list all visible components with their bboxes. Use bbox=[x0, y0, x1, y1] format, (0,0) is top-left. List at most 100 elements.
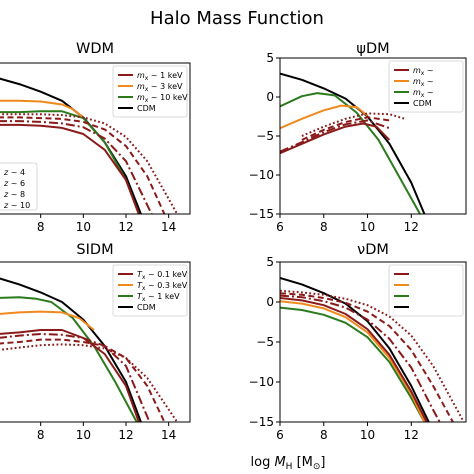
redshift-label-2: z ~ 8 bbox=[3, 190, 25, 199]
x-tick-label-wdm-1: 10 bbox=[76, 220, 91, 234]
x-tick-label-wdm-2: 12 bbox=[118, 220, 133, 234]
y-tick-label-psidm-0: 5 bbox=[266, 51, 274, 65]
x-axis-label-unit-sub: ⊙ bbox=[313, 462, 321, 472]
legend-label-wdm-1: mx ~ 3 keV bbox=[137, 82, 183, 93]
legend-box-nudm bbox=[388, 264, 464, 317]
series-group-wdm bbox=[0, 77, 179, 214]
x-tick-label-sidm-3: 14 bbox=[161, 428, 176, 442]
panel-frame-sidm bbox=[0, 261, 191, 423]
x-tick-label-wdm-0: 8 bbox=[37, 220, 45, 234]
redshift-legend-box bbox=[0, 162, 38, 211]
x-tick-label-sidm-2: 12 bbox=[118, 428, 133, 442]
series-line-sidm-6 bbox=[0, 343, 179, 422]
x-tick-label-sidm-1: 10 bbox=[76, 428, 91, 442]
series-line-sidm-3 bbox=[0, 329, 140, 422]
y-tick-label-nudm-1: 0 bbox=[266, 295, 274, 309]
series-line-nudm-2 bbox=[280, 300, 426, 422]
series-line-sidm-2 bbox=[0, 310, 95, 331]
y-tick-label-psidm-4: −15 bbox=[249, 207, 274, 221]
legend-label-sidm-2: Tx ~ 1 keV bbox=[137, 292, 180, 303]
series-line-sidm-1 bbox=[0, 296, 138, 422]
series-line-wdm-4 bbox=[0, 120, 153, 214]
redshift-label-3: z ~ 10 bbox=[3, 201, 30, 210]
legend-label-psidm-2: mx ~ bbox=[413, 88, 434, 99]
series-line-sidm-4 bbox=[0, 333, 151, 422]
series-line-psidm-2 bbox=[280, 104, 369, 130]
x-tick-label-psidm-2: 10 bbox=[360, 220, 375, 234]
panel-nudm: νDM 6 8 10 12 5 0 −5 −10 −15 bbox=[249, 242, 467, 442]
panel-title-psidm: ψDM bbox=[356, 41, 389, 57]
y-tick-label-nudm-0: 5 bbox=[266, 255, 274, 269]
x-tick-label-wdm-3: 14 bbox=[161, 220, 176, 234]
legend-label-wdm-2: mx ~ 10 keV bbox=[137, 93, 188, 104]
x-axis-label-log: log bbox=[251, 455, 275, 470]
y-tick-label-psidm-3: −10 bbox=[249, 168, 274, 182]
series-line-nudm-3 bbox=[280, 297, 428, 422]
legend-label-sidm-3: CDM bbox=[137, 303, 156, 312]
series-line-psidm-1 bbox=[280, 92, 421, 214]
series-line-nudm-0 bbox=[280, 277, 430, 422]
y-tick-label-nudm-3: −10 bbox=[249, 375, 274, 389]
x-tick-label-psidm-3: 12 bbox=[404, 220, 419, 234]
series-line-wdm-2 bbox=[0, 99, 84, 119]
series-line-nudm-6 bbox=[280, 289, 465, 422]
series-line-wdm-5 bbox=[0, 116, 166, 214]
series-line-sidm-5 bbox=[0, 338, 166, 422]
legend-label-wdm-3: CDM bbox=[137, 104, 156, 113]
y-tick-label-psidm-2: −5 bbox=[256, 129, 274, 143]
x-tick-label-nudm-2: 10 bbox=[360, 428, 375, 442]
series-line-nudm-4 bbox=[280, 294, 441, 422]
x-tick-label-psidm-0: 6 bbox=[276, 220, 284, 234]
series-line-sidm-0 bbox=[0, 277, 142, 422]
legend-label-psidm-3: CDM bbox=[413, 99, 432, 108]
redshift-label-1: z ~ 6 bbox=[3, 179, 25, 188]
x-tick-label-nudm-1: 8 bbox=[320, 428, 328, 442]
series-line-psidm-4 bbox=[280, 119, 390, 153]
legend-label-psidm-1: mx ~ bbox=[413, 77, 434, 88]
redshift-legend-wdm: z ~ 4 z ~ 6 z ~ 8 z ~ 10 bbox=[0, 162, 38, 211]
x-tick-label-nudm-0: 6 bbox=[276, 428, 284, 442]
y-tick-label-psidm-1: 0 bbox=[266, 90, 274, 104]
panel-frame-wdm bbox=[0, 62, 191, 215]
series-group-psidm bbox=[280, 72, 426, 214]
x-tick-label-sidm-0: 8 bbox=[37, 428, 45, 442]
legend-label-wdm-0: mx ~ 1 keV bbox=[137, 71, 183, 82]
series-group-sidm bbox=[0, 277, 179, 422]
panel-title-sidm: SIDM bbox=[76, 242, 113, 258]
legend-box-wdm bbox=[112, 65, 188, 118]
series-line-psidm-6 bbox=[301, 112, 405, 137]
x-axis-label-close: ] bbox=[320, 455, 325, 470]
series-line-nudm-5 bbox=[280, 292, 454, 422]
panel-title-wdm: WDM bbox=[76, 41, 114, 57]
x-axis-label-m: M bbox=[274, 455, 285, 470]
series-line-psidm-5 bbox=[301, 116, 390, 141]
series-group-nudm bbox=[280, 277, 465, 422]
panel-title-nudm: νDM bbox=[357, 242, 389, 258]
legend-box-sidm bbox=[112, 264, 188, 317]
legend-label-psidm-0: mx ~ bbox=[413, 66, 434, 77]
x-tick-label-psidm-1: 8 bbox=[320, 220, 328, 234]
series-line-psidm-3 bbox=[280, 122, 391, 155]
x-axis-label: log MH [M⊙] bbox=[251, 455, 326, 472]
y-tick-label-nudm-2: −5 bbox=[256, 335, 274, 349]
series-line-nudm-1 bbox=[280, 306, 426, 422]
legend-nudm bbox=[388, 264, 464, 317]
series-line-wdm-3 bbox=[0, 123, 140, 214]
legend-psidm: mx ~mx ~mx ~CDM bbox=[388, 60, 464, 113]
x-axis-label-h: H bbox=[286, 462, 293, 472]
x-tick-label-nudm-3: 12 bbox=[404, 428, 419, 442]
y-tick-label-nudm-4: −15 bbox=[249, 415, 274, 429]
legend-label-sidm-1: Tx ~ 0.3 keV bbox=[137, 281, 188, 292]
legend-label-sidm-0: Tx ~ 0.1 keV bbox=[137, 270, 188, 281]
legend-box-psidm bbox=[388, 60, 464, 113]
figure-title: Halo Mass Function bbox=[150, 8, 324, 29]
redshift-label-0: z ~ 4 bbox=[3, 168, 25, 177]
x-axis-label-unit: [M bbox=[292, 455, 312, 470]
